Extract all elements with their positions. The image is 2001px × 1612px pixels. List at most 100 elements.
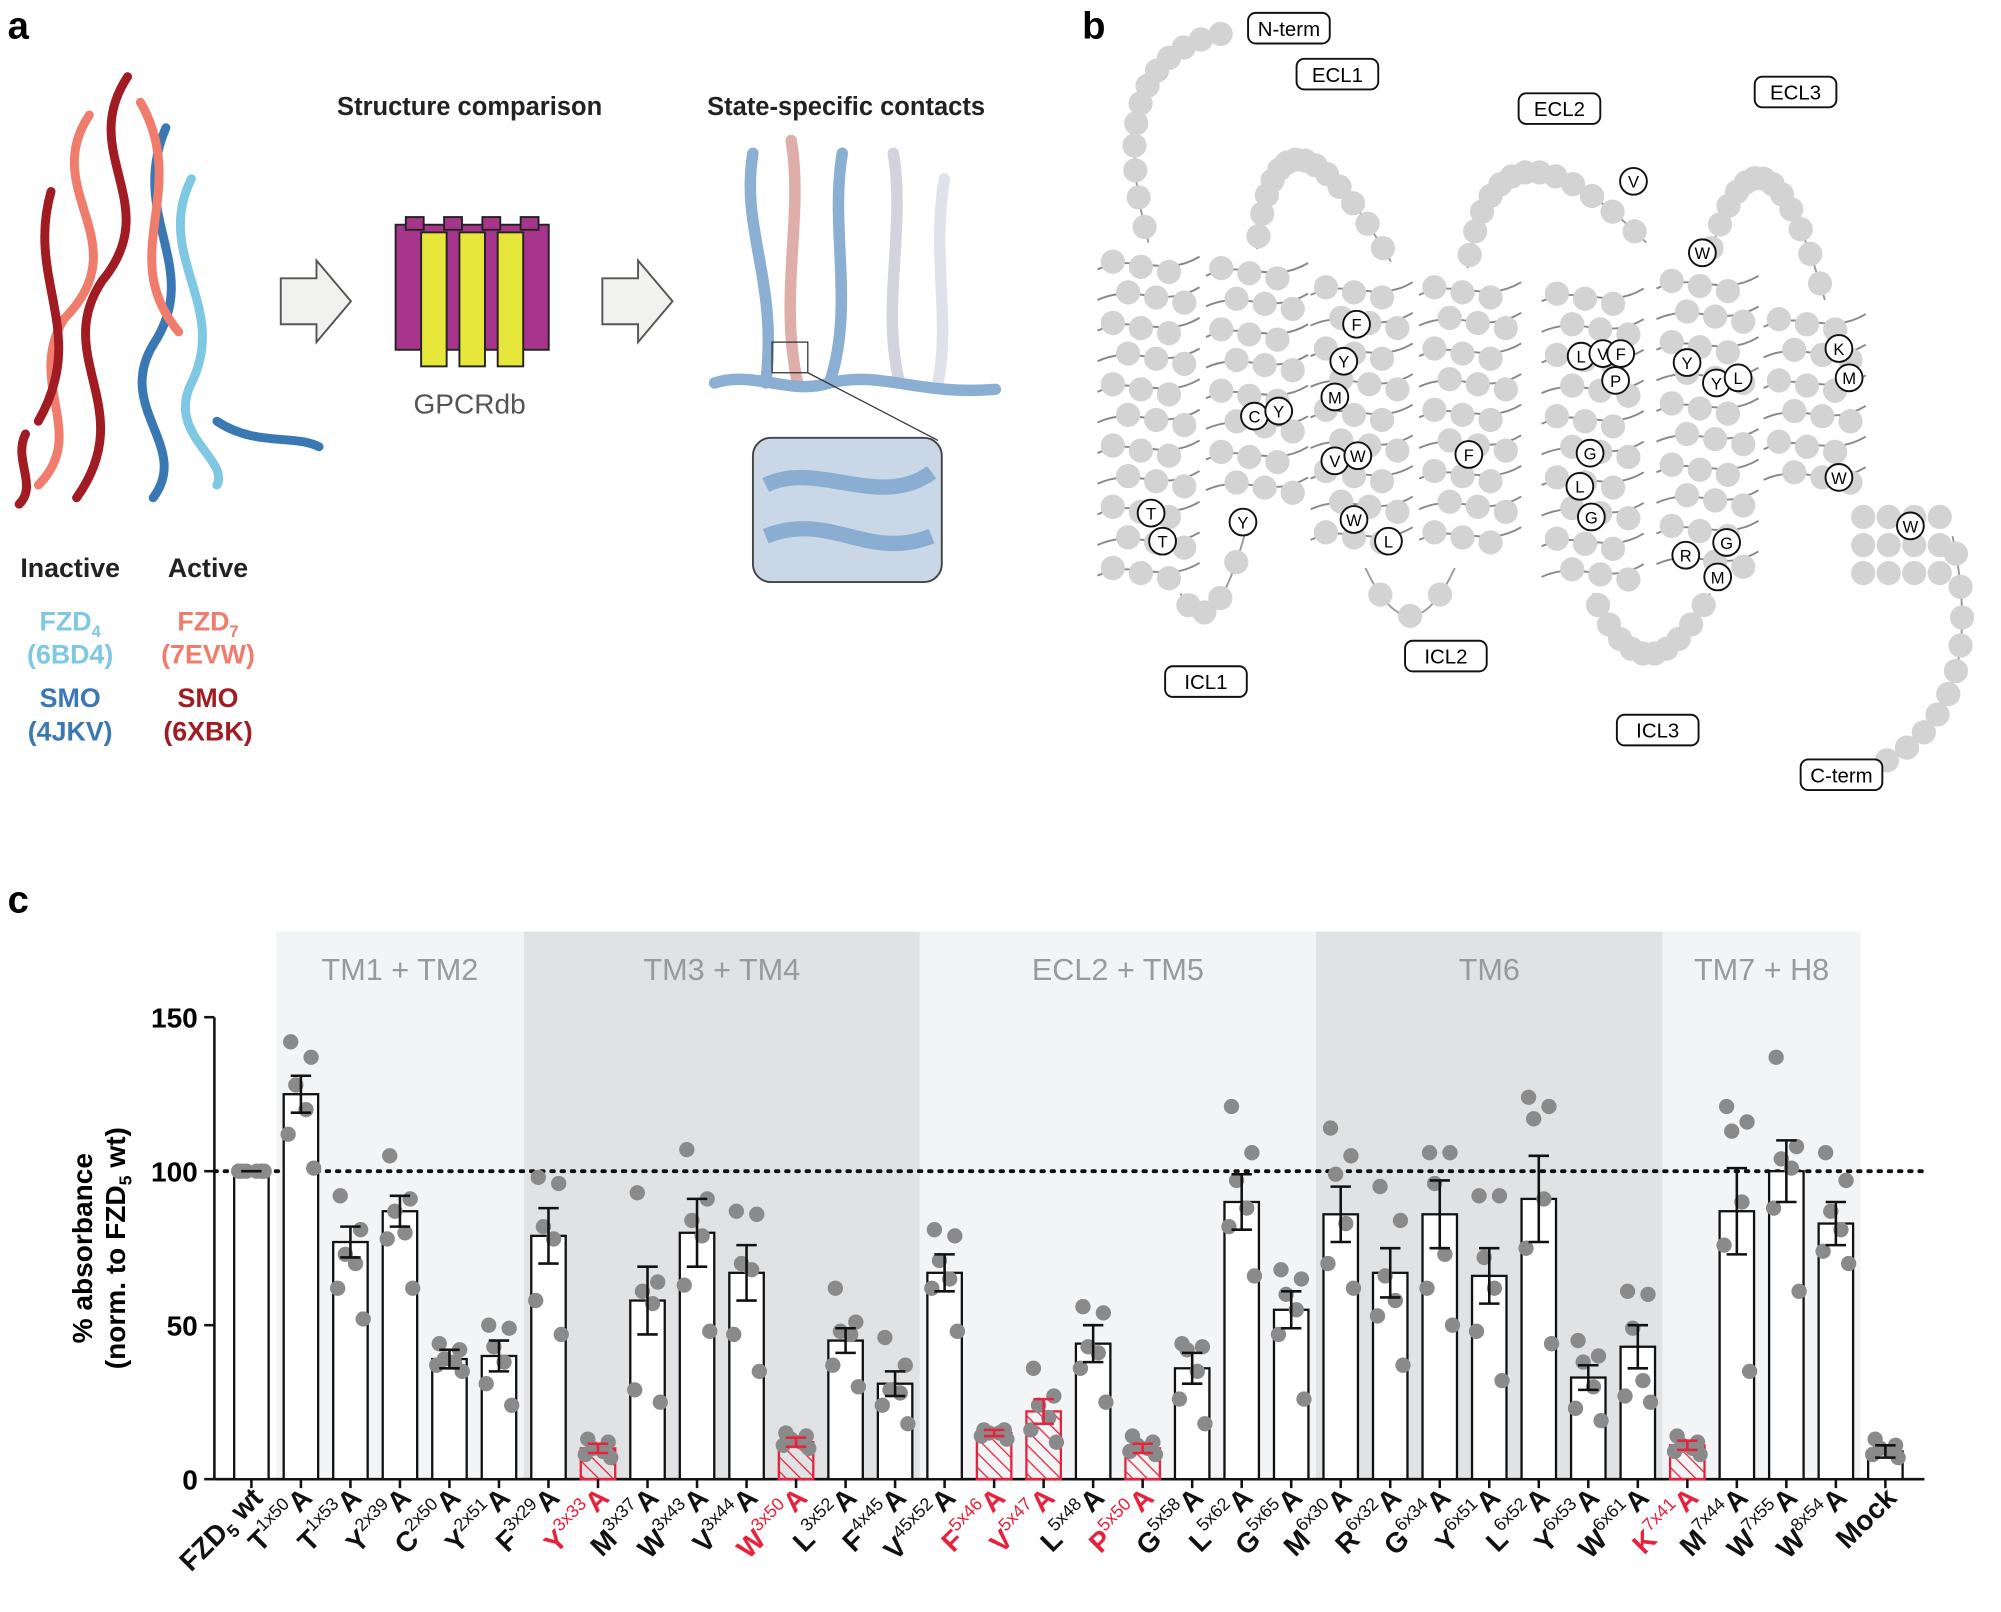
residue — [1851, 532, 1876, 558]
residue — [1115, 341, 1141, 366]
residue — [1715, 401, 1741, 426]
data-point — [405, 1280, 421, 1296]
residue — [1782, 460, 1807, 485]
data-point — [1270, 1326, 1287, 1343]
legend-name: FZD — [177, 607, 229, 637]
x-tick-label: M6x30A — [1275, 1479, 1358, 1562]
residue — [1659, 391, 1684, 416]
key-residue — [1374, 526, 1403, 556]
loop-label: ECL2 — [1534, 99, 1585, 121]
residue — [1122, 133, 1147, 158]
panel-label: a — [8, 4, 30, 47]
residue — [1659, 452, 1684, 477]
residue — [1616, 567, 1641, 592]
data-point — [1635, 1372, 1651, 1389]
legend-id: (6BD4) — [27, 640, 113, 670]
error-bar — [983, 1428, 1005, 1438]
arrow — [601, 257, 674, 345]
key-residue-label: V — [1597, 345, 1608, 364]
data-point — [1437, 1246, 1453, 1263]
zoom-line — [807, 372, 939, 441]
data-point — [1075, 1299, 1091, 1315]
data-point — [454, 1363, 470, 1380]
key-residue-label: M — [1842, 369, 1856, 388]
legend-name: FZD — [40, 607, 92, 637]
data-point — [749, 1206, 765, 1222]
data-point — [825, 1357, 841, 1373]
residue — [1355, 211, 1380, 236]
loop-label: ICL3 — [1636, 721, 1679, 743]
key-residue-label: W — [1695, 244, 1711, 263]
heading: State-specific contacts — [707, 93, 985, 121]
residue — [1927, 504, 1952, 530]
residue — [1465, 372, 1490, 397]
loop-box — [1247, 11, 1331, 45]
data-point — [947, 1228, 963, 1244]
residue — [1369, 285, 1395, 310]
residue — [1313, 520, 1339, 545]
residue — [1385, 377, 1410, 402]
bar — [926, 1271, 963, 1481]
residue — [1927, 560, 1952, 586]
y-tick-label: 100 — [151, 1156, 198, 1187]
key-residue-label: W — [1350, 447, 1366, 466]
error-bar — [1330, 1185, 1351, 1244]
key-residue-label: V — [1628, 173, 1639, 192]
data-point — [751, 1363, 767, 1380]
residue — [1544, 526, 1570, 551]
data-point — [1468, 1323, 1485, 1339]
residue — [1674, 421, 1700, 447]
error-bar — [488, 1339, 510, 1373]
data-point — [926, 1222, 943, 1238]
data-point — [1194, 1339, 1211, 1355]
residue — [1807, 271, 1833, 296]
y-axis-label-part: (norm. to FZD — [100, 1185, 131, 1369]
residue — [1144, 346, 1169, 371]
residue — [1124, 111, 1149, 136]
residue — [1422, 275, 1447, 300]
data-point — [1593, 1412, 1609, 1429]
data-point — [775, 1437, 791, 1453]
residue — [1493, 438, 1518, 463]
key-residue — [1619, 166, 1648, 196]
residue — [1100, 555, 1125, 581]
group-label: ECL2 + TM5 — [1032, 953, 1204, 987]
bar — [233, 1170, 270, 1481]
error-bar — [637, 1265, 658, 1336]
residue — [1949, 605, 1975, 630]
residue — [1208, 21, 1233, 47]
residue — [1794, 373, 1820, 398]
loop-box — [1404, 639, 1488, 673]
data-point — [1716, 1237, 1732, 1253]
data-point — [551, 1175, 567, 1192]
residue — [1703, 488, 1728, 513]
y-axis-label-part: wt) — [100, 1127, 131, 1175]
residue — [1156, 443, 1182, 468]
key-residue — [1834, 363, 1864, 393]
data-point — [1471, 1188, 1487, 1204]
residue — [1731, 554, 1756, 579]
group-label: TM6 — [1459, 953, 1520, 987]
data-point — [728, 1203, 744, 1219]
residue — [1493, 377, 1518, 402]
residue — [1493, 499, 1518, 524]
residue — [1209, 378, 1234, 403]
residue — [1422, 336, 1447, 361]
residue — [1674, 299, 1700, 324]
residue — [1782, 337, 1807, 362]
residue — [1280, 419, 1305, 444]
key-residue — [1228, 507, 1258, 537]
key-residue — [1454, 440, 1484, 469]
key-residue — [1136, 498, 1166, 528]
residue — [1715, 462, 1741, 487]
residue — [1188, 27, 1213, 52]
error-bar — [1726, 1166, 1748, 1256]
residue — [1493, 315, 1518, 341]
error-bar — [835, 1326, 856, 1355]
data-point — [352, 1222, 369, 1238]
error-bar — [1181, 1351, 1203, 1385]
residue — [1369, 346, 1395, 371]
residue — [1579, 183, 1605, 209]
residue — [1128, 377, 1153, 402]
